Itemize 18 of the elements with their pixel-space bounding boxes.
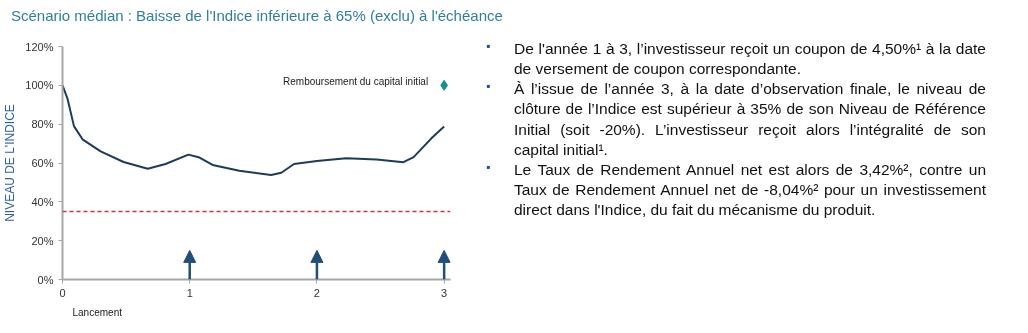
chart-title: Scénario médian : Baisse de l'Indice inférieure à 65% (exclu) à l'échéance bbox=[11, 6, 503, 26]
annotation: Remboursement du capital initial bbox=[283, 76, 429, 88]
y-axis-title: NIVEAU DE L'INDICE bbox=[3, 104, 18, 222]
text: ▪ À l’issue de l’année 3, à la date d’observation finale, le niveau de clôture de l’Indice est supérieur à 35% de son Niveau de Référence Initial (soit -20%). L’investisseur reçoit alors l’intégralité de son capital initial¹. bbox=[486, 79, 986, 158]
x-tick-label: 3 bbox=[441, 286, 448, 299]
text: Lancement bbox=[72, 306, 123, 318]
y-tick-label: 20% bbox=[31, 234, 54, 247]
y-tick-label: 120% bbox=[25, 40, 54, 53]
y-tick-label: 0% bbox=[37, 273, 54, 286]
x-tick-label: 1 bbox=[186, 286, 193, 299]
y-tick-label: 60% bbox=[31, 157, 54, 169]
y-tick-label: 80% bbox=[31, 118, 54, 131]
y-tick-label: 100% bbox=[25, 79, 54, 92]
y-tick-label: 40% bbox=[31, 195, 54, 208]
text: ▪ De l'année 1 à 3, l’investisseur reçoit un coupon de 4,50%¹ à la date de versement de coupon correspondante. bbox=[486, 39, 986, 78]
x-tick-label: 0 bbox=[59, 286, 66, 299]
x-tick-label: 2 bbox=[313, 286, 320, 299]
text: ▪ Le Taux de Rendement Annuel net est alors de 3,42%², contre un Taux de Rendement Annuel net de -8,04%² pour un investissement direct dans l'Indice, du fait du mécanisme du produit. bbox=[486, 159, 986, 219]
